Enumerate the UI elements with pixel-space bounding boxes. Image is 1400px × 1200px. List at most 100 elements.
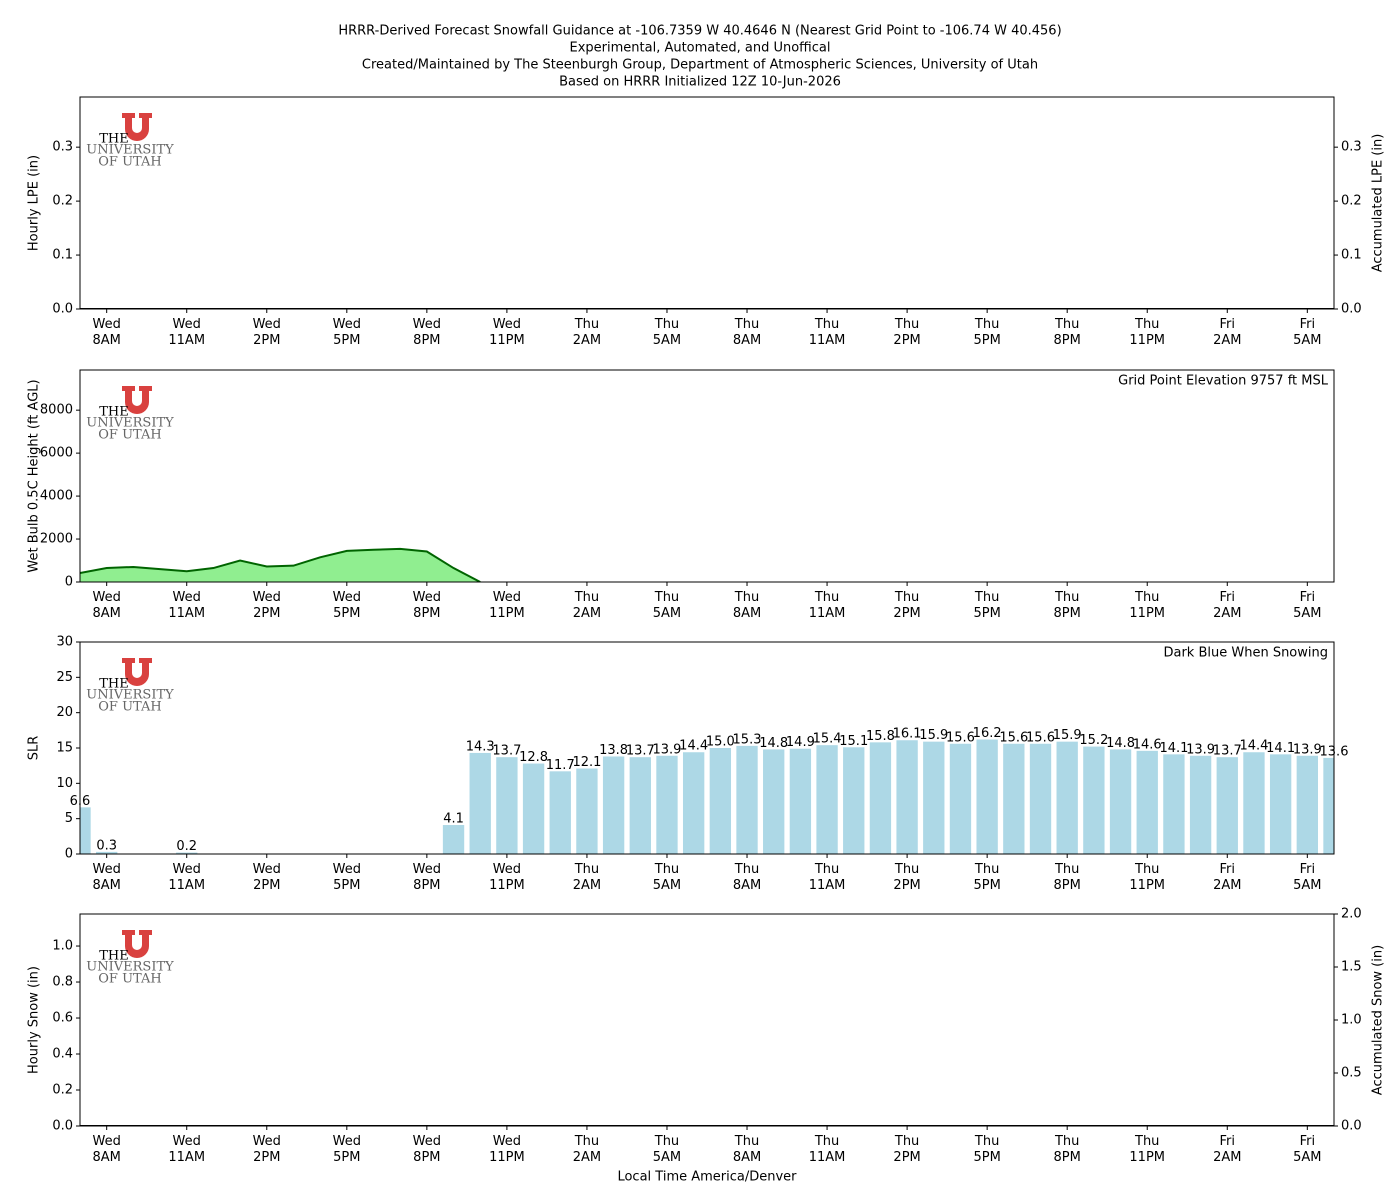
x-tick-label: Thu 2PM: [893, 862, 921, 893]
bar: [1243, 752, 1265, 854]
x-tick-label: Wed 5PM: [332, 590, 361, 621]
x-tick-label: Thu 8AM: [732, 317, 762, 348]
x-tick-label: Thu 8PM: [1053, 317, 1081, 348]
x-tick-label: Fri 5AM: [1293, 1134, 1322, 1165]
bar: [469, 752, 491, 854]
x-tick-label: Thu 8PM: [1053, 1134, 1081, 1165]
y-tick-label: 0: [65, 847, 73, 862]
logo-text: THE: [99, 132, 129, 147]
x-tick-label: Wed 8AM: [92, 862, 121, 893]
bar: [816, 745, 838, 854]
x-tick-label: Thu 11PM: [1129, 317, 1166, 348]
bar-label: 13.7: [1213, 744, 1242, 759]
logo-text: UNIVERSITY: [86, 688, 174, 703]
x-tick-label: Wed 8PM: [412, 317, 442, 348]
chart-title: Created/Maintained by The Steenburgh Gro…: [362, 58, 1038, 73]
x-tick-label: Wed 8AM: [92, 590, 121, 621]
bar-label: 15.6: [1026, 730, 1055, 745]
area-edge: [80, 547, 481, 582]
x-tick-label: Wed 11AM: [168, 590, 206, 621]
y-tick-label: 0.3: [52, 140, 73, 155]
bar: [763, 749, 785, 854]
x-tick-label: Wed 5PM: [332, 1134, 361, 1165]
plot-frame: [79, 913, 1335, 1127]
logo-text: THE: [99, 677, 129, 692]
logo-text: UNIVERSITY: [86, 416, 174, 431]
x-tick-label: Wed 11PM: [489, 590, 525, 621]
bar: [1109, 749, 1132, 854]
x-tick-label: Thu 5AM: [652, 862, 682, 893]
bar-label: 13.9: [653, 742, 682, 757]
bar: [869, 742, 892, 854]
bar: [496, 757, 518, 854]
x-tick-label: Wed 2PM: [252, 862, 281, 893]
y-tick-label: 8000: [40, 403, 73, 418]
x-tick-label: Wed 2PM: [252, 1134, 281, 1165]
y-axis-label: SLR: [27, 736, 42, 761]
x-tick-label: Wed 11AM: [168, 1134, 206, 1165]
bar-label: 14.8: [1106, 736, 1135, 751]
x-tick-label: Thu 11AM: [808, 317, 846, 348]
x-tick-label: Thu 5AM: [652, 590, 682, 621]
x-tick-label: Wed 5PM: [332, 862, 361, 893]
y-tick-label: 0: [65, 575, 73, 590]
x-tick-label: Thu 2PM: [893, 317, 921, 348]
bar-label: 14.6: [1133, 737, 1162, 752]
x-tick-label: Wed 8PM: [412, 862, 442, 893]
logo-text: OF UTAH: [98, 428, 161, 443]
y-tick-label: 0.2: [52, 194, 73, 209]
bar: [80, 807, 91, 854]
x-tick-label: Thu 8AM: [732, 590, 762, 621]
y-tick-label: 1.0: [52, 939, 73, 954]
bar: [923, 741, 945, 854]
x-tick-label: Thu 2AM: [572, 590, 602, 621]
bar-label: 14.9: [786, 735, 815, 750]
bar-label: 12.1: [572, 755, 601, 770]
bar: [1029, 743, 1052, 854]
x-tick-label: Fri 5AM: [1293, 590, 1322, 621]
x-tick-label: Wed 8PM: [412, 1134, 442, 1165]
logo-text: OF UTAH: [98, 155, 161, 170]
bar-label: 14.8: [759, 736, 788, 751]
plot-area: [80, 739, 1334, 854]
y2-tick-label: 1.0: [1341, 1013, 1362, 1028]
bar-label: 14.1: [1159, 741, 1188, 756]
bar: [1269, 754, 1292, 854]
bar-label: 16.2: [973, 726, 1002, 741]
bar-label: 14.4: [1239, 739, 1268, 754]
bar-label: 15.4: [813, 732, 842, 747]
y-tick-label: 6000: [40, 446, 73, 461]
y-tick-label: 0.8: [52, 975, 73, 990]
bar-label: 13.9: [1293, 742, 1322, 757]
logo-text: UNIVERSITY: [86, 960, 174, 975]
bar: [1083, 746, 1105, 854]
x-tick-label: Wed 11PM: [489, 862, 525, 893]
bar: [1189, 755, 1212, 854]
bar-label: 0.2: [176, 839, 197, 854]
x-tick-label: Fri 5AM: [1293, 862, 1322, 893]
bar-label: 15.2: [1079, 733, 1108, 748]
x-tick-label: Thu 8AM: [732, 862, 762, 893]
x-tick-label: Thu 11AM: [808, 862, 846, 893]
x-tick-label: Thu 5AM: [652, 317, 682, 348]
x-tick-label: Thu 11PM: [1129, 862, 1166, 893]
y-tick-label: 0.6: [52, 1011, 73, 1026]
bar-label: 0.3: [96, 838, 117, 853]
x-tick-label: Thu 8PM: [1053, 590, 1081, 621]
bar-label: 15.6: [999, 730, 1028, 745]
bar: [1056, 741, 1078, 854]
x-tick-label: Wed 8AM: [92, 317, 121, 348]
y2-tick-label: 0.0: [1341, 302, 1362, 317]
x-tick-label: Wed 11PM: [489, 1134, 525, 1165]
y-tick-label: 0.0: [52, 302, 73, 317]
bar: [96, 851, 118, 854]
bar: [682, 752, 705, 854]
chart-title: Experimental, Automated, and Unoffical: [570, 41, 831, 56]
x-tick-label: Thu 11AM: [808, 590, 846, 621]
y2-tick-label: 2.0: [1341, 907, 1362, 922]
x-tick-label: Wed 8AM: [92, 1134, 121, 1165]
chart-title: HRRR-Derived Forecast Snowfall Guidance …: [338, 24, 1061, 39]
